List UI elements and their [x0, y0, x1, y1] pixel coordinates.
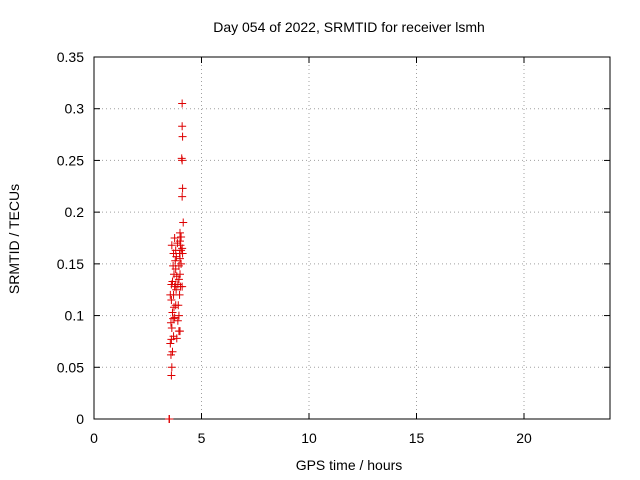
data-point	[174, 275, 183, 284]
data-point	[173, 316, 182, 325]
y-axis-label: SRMTID / TECUs	[6, 184, 22, 294]
plot-frame	[93, 56, 611, 420]
data-point	[174, 301, 183, 310]
data-point	[166, 290, 175, 299]
axis-ticks: 0 0.05 0.1 0.15 0.2 0.25 0.3 0.35 0 5 10 15 20	[57, 49, 610, 446]
y-tick-label: 0.1	[65, 308, 85, 324]
x-axis-label: GPS time / hours	[296, 457, 403, 473]
data-point	[167, 323, 176, 332]
y-tick-label: 0.25	[57, 152, 84, 168]
grid-lines	[94, 57, 610, 419]
data-point	[178, 249, 187, 258]
data-point	[179, 218, 188, 227]
data-point	[178, 99, 187, 108]
data-point	[168, 347, 177, 356]
data-point	[176, 237, 184, 246]
x-tick-label: 15	[409, 430, 425, 446]
y-tick-label: 0.35	[57, 49, 84, 65]
x-tick-label: 0	[90, 430, 98, 446]
data-point	[178, 132, 187, 141]
y-tick-label: 0.3	[65, 101, 85, 117]
data-point	[170, 234, 179, 242]
data-point	[165, 415, 174, 423]
chart-title: Day 054 of 2022, SRMTID for receiver lsm…	[213, 19, 485, 35]
data-point	[176, 327, 184, 336]
x-tick-label: 5	[198, 430, 206, 446]
data-point	[171, 256, 180, 265]
data-points	[165, 99, 188, 423]
data-point	[166, 318, 175, 327]
y-tick-label: 0.15	[57, 256, 84, 272]
data-point	[178, 192, 187, 201]
x-tick-label: 20	[516, 430, 532, 446]
data-point	[176, 270, 184, 279]
data-point	[166, 339, 175, 348]
data-point	[177, 259, 186, 268]
data-point	[168, 308, 177, 317]
data-point	[167, 296, 176, 305]
y-tick-label: 0.2	[65, 204, 85, 220]
data-point	[178, 122, 187, 131]
data-point	[167, 241, 176, 250]
data-point	[178, 184, 187, 193]
data-point	[172, 334, 181, 343]
data-point	[169, 314, 178, 323]
data-point	[169, 332, 178, 341]
data-point	[177, 154, 186, 163]
x-tick-label: 10	[301, 430, 317, 446]
data-point	[174, 261, 183, 270]
data-point	[167, 371, 176, 380]
y-tick-label: 0	[76, 411, 84, 427]
y-tick-label: 0.05	[57, 359, 84, 375]
data-point	[178, 282, 187, 291]
data-point	[174, 311, 183, 320]
data-point	[169, 303, 178, 312]
data-point	[175, 290, 184, 299]
data-point	[176, 228, 184, 237]
data-point	[177, 232, 186, 241]
data-point	[167, 363, 176, 372]
